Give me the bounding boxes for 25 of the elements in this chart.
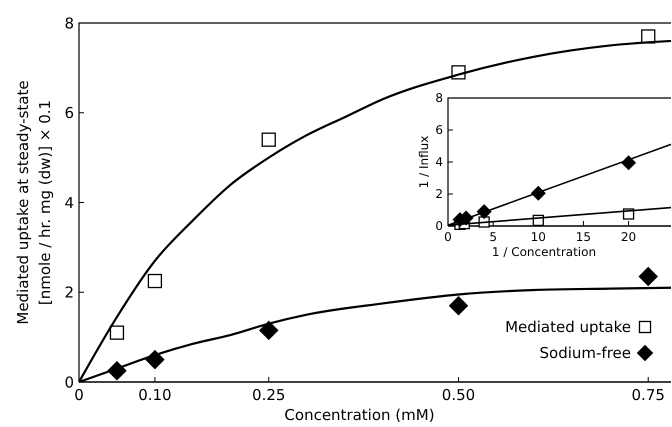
- y-axis-title: Mediated uptake at steady-state [nmole / hr. mg (dw)] × 0.1: [14, 80, 54, 325]
- y-tick-label: 4: [64, 194, 74, 212]
- x-tick-label: 20: [620, 230, 636, 244]
- y-tick-label: 2: [64, 284, 74, 302]
- y-tick-label: 8: [64, 14, 74, 32]
- x-tick-label: 0.10: [138, 386, 172, 404]
- legend-label: Sodium-free: [540, 344, 631, 362]
- y-axis-title: 1 / Influx: [417, 136, 431, 188]
- x-tick-label: 15: [576, 230, 592, 244]
- y-tick-label: 6: [435, 123, 443, 138]
- x-tick-label: 10: [530, 230, 546, 244]
- x-axis-title: 1 / Concentration: [492, 245, 596, 259]
- y-tick-label: 0: [64, 373, 74, 392]
- x-tick-label: 5: [489, 230, 497, 244]
- y-tick-label: 4: [435, 155, 443, 170]
- y-tick-label: 6: [64, 104, 74, 122]
- x-tick-label: 0.75: [632, 386, 665, 404]
- x-tick-label: 0: [444, 230, 452, 244]
- y-tick-label: 0: [435, 219, 443, 234]
- y-tick-label: 8: [435, 91, 443, 106]
- y-tick-label: 2: [435, 187, 443, 202]
- legend-label: Mediated uptake: [505, 318, 631, 336]
- x-axis-title: Concentration (mM): [284, 406, 435, 424]
- x-tick-label: 0.25: [252, 386, 286, 404]
- x-tick-label: 0.50: [442, 386, 476, 404]
